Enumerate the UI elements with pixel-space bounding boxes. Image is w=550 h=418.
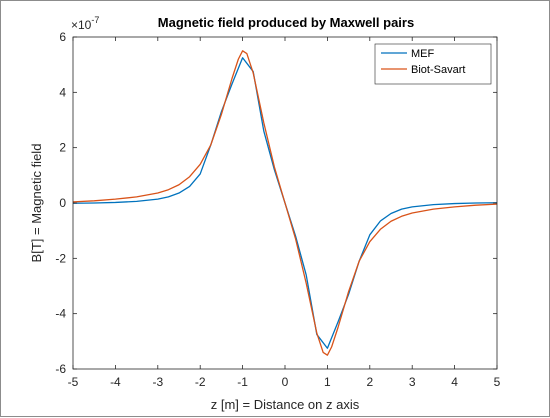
x-tick-label: 5 bbox=[494, 375, 501, 389]
y-axis-ticks: -6 -4 -2 0 2 4 6 bbox=[55, 30, 497, 376]
x-axis-label: z [m] = Distance on z axis bbox=[211, 397, 360, 412]
x-tick-label: 2 bbox=[366, 375, 373, 389]
y-tick-label: -2 bbox=[55, 251, 66, 265]
legend[interactable]: MEF Biot-Savart bbox=[374, 43, 492, 85]
x-tick-label: 3 bbox=[409, 375, 416, 389]
legend-label: Biot-Savart bbox=[411, 64, 465, 76]
y-axis-multiplier: ×10-7 bbox=[71, 15, 99, 32]
series-line-biot-savart bbox=[72, 50, 498, 356]
x-tick-label: -4 bbox=[110, 375, 121, 389]
y-axis-multiplier-exponent: -7 bbox=[91, 15, 99, 25]
x-tick-label: -3 bbox=[152, 375, 163, 389]
chart-title: Magnetic field produced by Maxwell pairs bbox=[158, 15, 414, 30]
x-tick-label: 4 bbox=[451, 375, 458, 389]
y-tick-label: 0 bbox=[59, 196, 66, 210]
legend-box bbox=[374, 43, 492, 85]
x-tick-label: 0 bbox=[282, 375, 289, 389]
y-tick-label: -6 bbox=[55, 362, 66, 376]
x-tick-label: -1 bbox=[237, 375, 248, 389]
x-tick-label: -2 bbox=[195, 375, 206, 389]
y-tick-label: 6 bbox=[59, 30, 66, 44]
series-layer bbox=[72, 50, 498, 356]
y-tick-label: 2 bbox=[59, 141, 66, 155]
y-tick-label: 4 bbox=[59, 85, 66, 99]
x-tick-label: -5 bbox=[68, 375, 79, 389]
y-tick-label: -4 bbox=[55, 307, 66, 321]
y-axis-label: B[T] = Magnetic field bbox=[29, 144, 44, 263]
y-axis-multiplier-base: ×10 bbox=[71, 18, 92, 32]
x-axis-ticks: -5 -4 -3 -2 -1 0 1 2 3 4 5 bbox=[68, 37, 501, 389]
x-tick-label: 1 bbox=[324, 375, 331, 389]
legend-items: MEF Biot-Savart bbox=[381, 48, 465, 76]
legend-label: MEF bbox=[411, 48, 435, 60]
